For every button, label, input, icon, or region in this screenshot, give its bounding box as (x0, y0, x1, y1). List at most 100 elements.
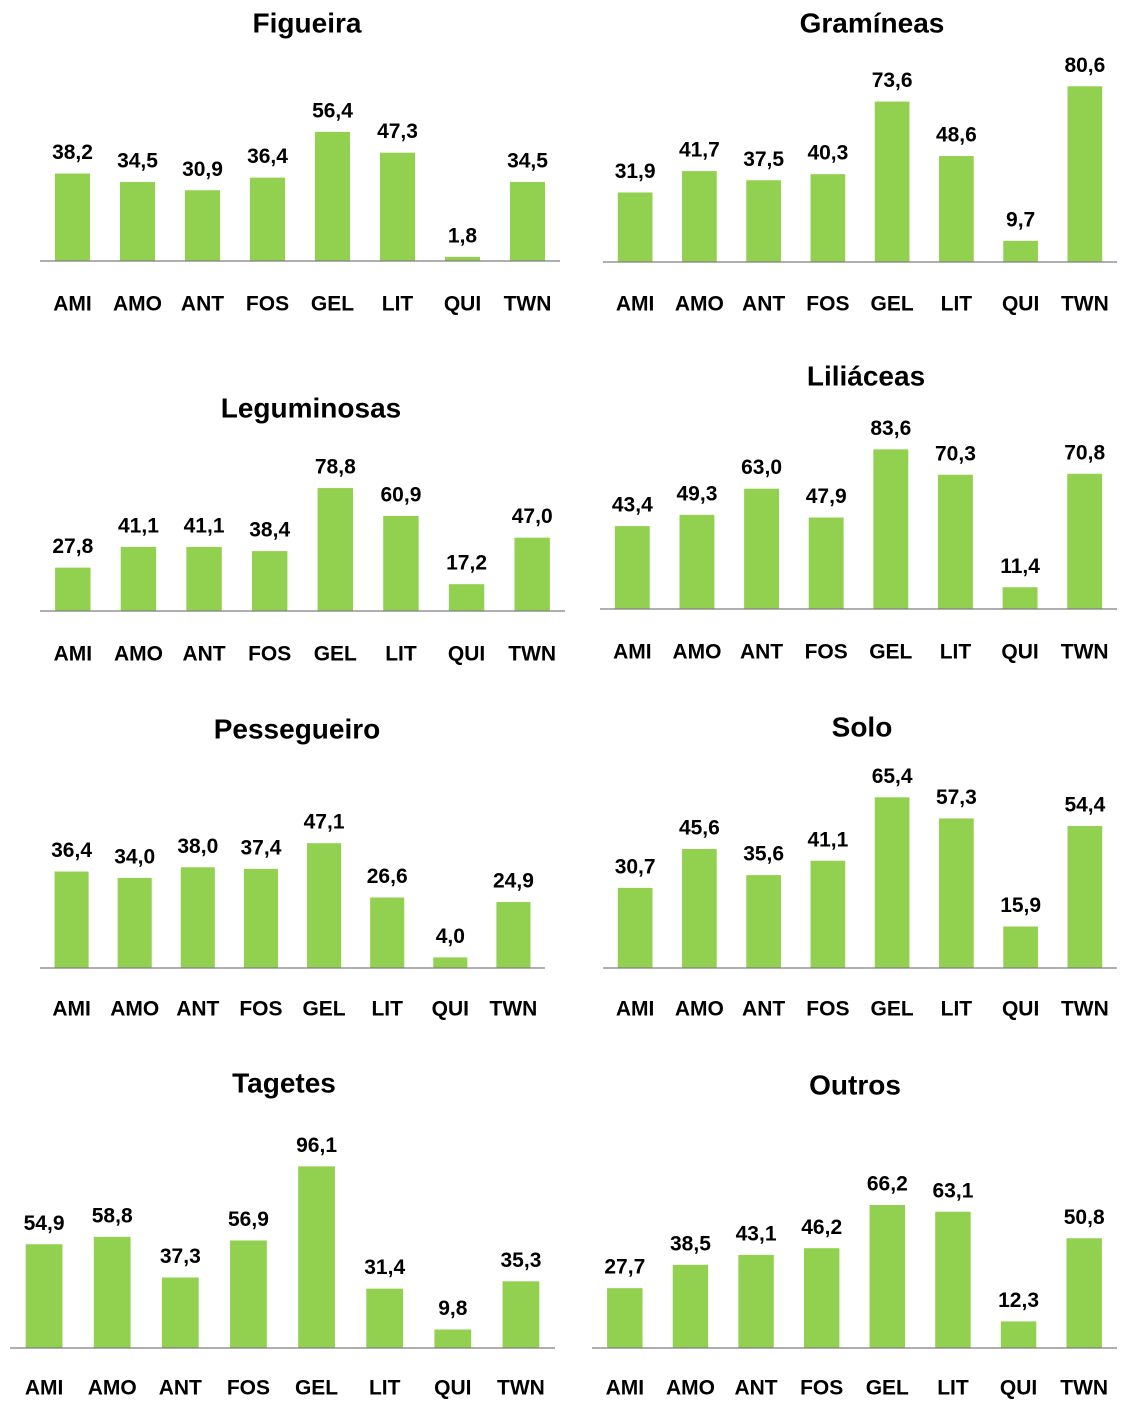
value-label: 54,9 (24, 1212, 65, 1235)
x-tick-label: LIT (941, 998, 973, 1021)
x-tick-label: AMI (53, 293, 92, 316)
bar (617, 192, 653, 262)
x-tick-label: QUI (434, 1377, 471, 1400)
value-label: 38,4 (249, 519, 290, 542)
value-label: 63,1 (933, 1179, 974, 1202)
bar (298, 1166, 335, 1348)
value-label: 30,9 (182, 158, 223, 181)
chart-title: Solo (832, 711, 893, 742)
x-tick-label: TWN (497, 1377, 545, 1400)
x-tick-label: GEL (295, 1377, 338, 1400)
x-tick-label: AMO (113, 293, 162, 316)
x-tick-label: GEL (311, 293, 354, 316)
value-label: 47,9 (806, 485, 847, 508)
x-tick-label: AMI (616, 998, 655, 1021)
value-label: 96,1 (296, 1134, 337, 1157)
bar (119, 181, 156, 261)
value-label: 34,0 (114, 845, 155, 868)
x-tick-label: FOS (806, 293, 849, 316)
value-label: 34,5 (507, 150, 548, 173)
bar (803, 1248, 840, 1348)
bar (1067, 473, 1103, 609)
x-tick-label: GEL (869, 641, 912, 664)
value-label: 50,8 (1064, 1206, 1105, 1229)
bar (744, 488, 780, 609)
value-label: 12,3 (998, 1289, 1039, 1312)
value-label: 43,1 (736, 1222, 777, 1245)
x-tick-label: FOS (227, 1377, 270, 1400)
bar (617, 887, 653, 968)
x-tick-label: AMO (114, 643, 163, 666)
bar (672, 1264, 709, 1348)
x-tick-label: AMO (110, 998, 159, 1021)
value-label: 31,4 (364, 1256, 405, 1279)
chart-title: Outros (809, 1069, 901, 1100)
x-tick-label: FOS (805, 641, 848, 664)
value-label: 9,8 (438, 1297, 468, 1320)
value-label: 17,2 (446, 552, 487, 575)
x-tick-label: ANT (181, 293, 224, 316)
value-label: 36,4 (51, 839, 92, 862)
x-tick-label: AMI (25, 1377, 64, 1400)
x-tick-label: TWN (504, 293, 552, 316)
bar (317, 488, 354, 611)
bar (55, 567, 91, 611)
bar (1003, 240, 1038, 262)
value-label: 41,1 (184, 514, 225, 537)
value-label: 38,0 (177, 835, 218, 858)
value-label: 78,8 (315, 456, 356, 479)
bar (383, 515, 419, 611)
value-label: 37,5 (743, 148, 784, 171)
x-tick-label: ANT (742, 293, 785, 316)
bar (746, 180, 781, 262)
bar (120, 546, 157, 611)
value-label: 49,3 (677, 482, 718, 505)
bar (502, 1281, 540, 1348)
bar (939, 156, 974, 262)
chart-title: Tagetes (232, 1067, 336, 1098)
bar (810, 860, 846, 968)
chart-title: Liliáceas (807, 360, 925, 391)
x-tick-label: LIT (937, 1377, 969, 1400)
x-tick-label: TWN (1061, 641, 1109, 664)
x-tick-label: GEL (871, 998, 914, 1021)
value-label: 54,4 (1064, 794, 1105, 817)
value-label: 70,8 (1064, 441, 1105, 464)
value-label: 63,0 (741, 456, 782, 479)
bar (808, 517, 844, 609)
bar (1067, 86, 1103, 263)
value-label: 35,6 (743, 843, 784, 866)
bar (869, 1205, 906, 1348)
x-tick-label: TWN (508, 643, 556, 666)
value-label: 27,7 (604, 1256, 645, 1279)
value-label: 37,3 (160, 1245, 201, 1268)
value-label: 46,2 (801, 1216, 842, 1239)
bar (874, 101, 910, 262)
x-tick-label: AMO (666, 1377, 715, 1400)
x-tick-label: AMO (672, 641, 721, 664)
value-label: 83,6 (870, 417, 911, 440)
bar (314, 131, 351, 261)
x-tick-label: QUI (448, 643, 485, 666)
x-tick-label: GEL (866, 1377, 909, 1400)
bar (161, 1277, 199, 1348)
x-tick-label: LIT (941, 293, 973, 316)
x-tick-label: TWN (1060, 1377, 1108, 1400)
x-tick-label: ANT (182, 643, 225, 666)
value-label: 26,6 (367, 865, 408, 888)
value-label: 73,6 (872, 69, 913, 92)
bar (448, 584, 485, 611)
value-label: 36,4 (247, 145, 288, 168)
x-tick-label: GEL (302, 998, 345, 1021)
x-tick-label: ANT (176, 998, 219, 1021)
value-label: 60,9 (381, 484, 422, 507)
x-tick-label: AMO (675, 998, 724, 1021)
bar (180, 867, 215, 968)
bar (607, 1288, 643, 1348)
value-label: 66,2 (867, 1173, 908, 1196)
x-tick-label: GEL (871, 293, 914, 316)
x-tick-label: AMI (54, 643, 93, 666)
value-label: 41,1 (807, 828, 848, 851)
bar (54, 871, 89, 968)
